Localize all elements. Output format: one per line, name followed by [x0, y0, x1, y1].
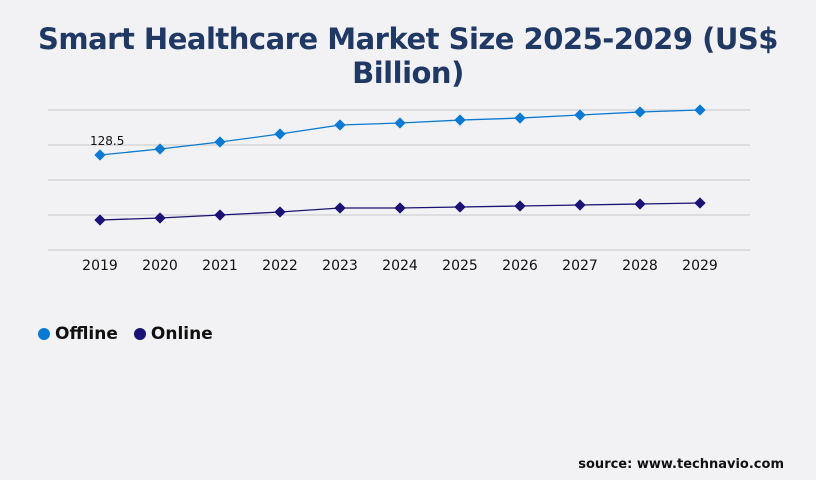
x-tick-label: 2020 — [142, 258, 178, 274]
x-tick-label: 2029 — [682, 258, 718, 274]
data-point-online — [214, 209, 226, 221]
data-point-online — [574, 199, 586, 211]
data-point-offline — [454, 114, 466, 126]
data-point-offline — [214, 136, 226, 148]
chart-title: Smart Healthcare Market Size 2025-2029 (… — [38, 22, 778, 90]
data-point-online — [394, 202, 406, 214]
data-point-online — [694, 197, 706, 209]
x-tick-label: 2026 — [502, 258, 538, 274]
data-point-online — [94, 214, 106, 226]
legend-item-offline: Offline — [38, 324, 118, 344]
data-point-offline — [574, 109, 586, 121]
data-point-online — [274, 206, 286, 218]
legend-label: Online — [150, 324, 213, 344]
data-point-online — [514, 200, 526, 212]
data-point-offline — [634, 106, 646, 118]
offline-marker-icon — [38, 328, 50, 340]
data-point-online — [154, 212, 166, 224]
x-tick-label: 2021 — [202, 258, 238, 274]
data-label: 128.5 — [90, 134, 124, 148]
series-line-offline — [99, 109, 701, 156]
data-point-online — [634, 198, 646, 210]
data-point-offline — [694, 104, 706, 116]
line-chart: 2019 2020 2021 2022 2023 2024 2025 2026 2027 2028… — [48, 104, 750, 274]
source-note: source: www.technavio.com — [578, 457, 784, 472]
data-point-online — [334, 202, 346, 214]
data-point-offline — [94, 149, 106, 161]
x-tick-label: 2022 — [262, 258, 298, 274]
legend-label: Offline — [55, 324, 118, 344]
data-point-offline — [274, 128, 286, 140]
online-marker-icon — [133, 328, 146, 340]
x-tick-label: 2019 — [82, 258, 118, 274]
x-tick-label: 2028 — [622, 258, 658, 274]
x-tick-label: 2023 — [322, 258, 358, 274]
x-tick-label: 2024 — [382, 258, 418, 274]
data-point-offline — [514, 112, 526, 124]
x-tick-label: 2027 — [562, 258, 598, 274]
legend-item-online: Online — [133, 324, 213, 344]
x-tick-label: 2025 — [442, 258, 478, 274]
data-point-offline — [334, 119, 346, 131]
legend: Offline Online — [38, 324, 213, 344]
data-point-online — [454, 201, 466, 213]
data-point-offline — [394, 117, 406, 129]
